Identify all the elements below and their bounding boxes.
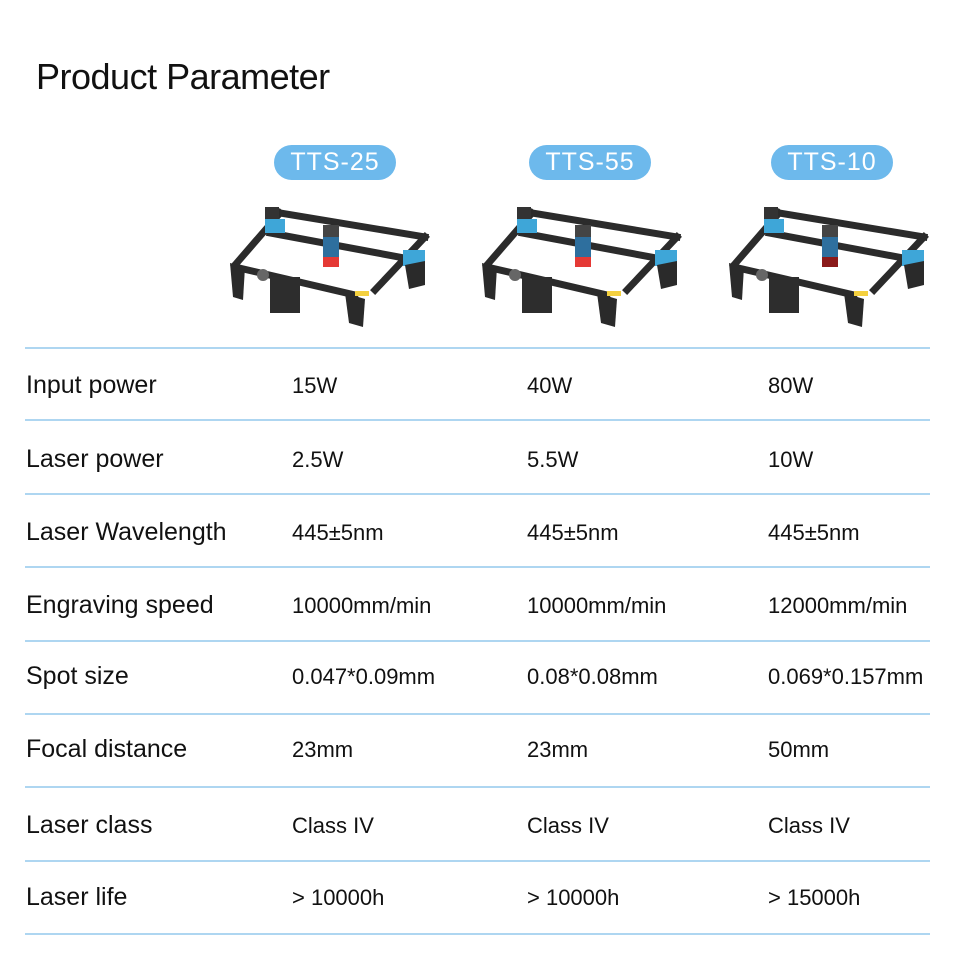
table-row: Laser class Class IV Class IV Class IV xyxy=(0,811,960,851)
row-divider xyxy=(25,786,930,788)
parameter-value: 0.08*0.08mm xyxy=(527,664,658,689)
parameter-value: Class IV xyxy=(292,813,374,838)
table-row: Laser life > 10000h > 10000h > 15000h xyxy=(0,883,960,923)
model-badge-tts-10: TTS-10 xyxy=(771,145,893,180)
row-divider xyxy=(25,713,930,715)
parameter-label: Spot size xyxy=(26,662,129,690)
parameter-value: 12000mm/min xyxy=(768,593,908,618)
row-divider xyxy=(25,419,930,421)
laser-engraver-image xyxy=(477,195,692,335)
parameter-value: 10W xyxy=(768,447,814,472)
parameter-value: 5.5W xyxy=(527,447,579,472)
parameter-label: Laser Wavelength xyxy=(26,518,227,546)
table-row: Engraving speed 10000mm/min 10000mm/min 120… xyxy=(0,591,960,631)
parameter-value: 10000mm/min xyxy=(527,593,667,618)
table-row: Focal distance 23mm 23mm 50mm xyxy=(0,735,960,775)
parameter-value: 445±5nm xyxy=(292,520,384,545)
model-badge-tts-25: TTS-25 xyxy=(274,145,396,180)
laser-engraver-image xyxy=(724,195,939,335)
parameter-value: Class IV xyxy=(527,813,609,838)
parameter-value: > 10000h xyxy=(527,885,620,910)
page-title: Product Parameter xyxy=(36,56,330,97)
parameter-value: 2.5W xyxy=(292,447,344,472)
row-divider xyxy=(25,640,930,642)
parameter-value: 0.069*0.157mm xyxy=(768,664,924,689)
parameter-label: Engraving speed xyxy=(26,591,214,619)
parameter-value: 80W xyxy=(768,373,814,398)
model-badge-tts-55: TTS-55 xyxy=(529,145,651,180)
parameter-value: 10000mm/min xyxy=(292,593,432,618)
table-row: Input power 15W 40W 80W xyxy=(0,371,960,411)
parameter-value: > 15000h xyxy=(768,885,861,910)
parameter-value: 40W xyxy=(527,373,573,398)
row-divider xyxy=(25,566,930,568)
parameter-value: 445±5nm xyxy=(527,520,619,545)
parameter-label: Focal distance xyxy=(26,735,188,763)
row-divider xyxy=(25,933,930,935)
parameter-value: 0.047*0.09mm xyxy=(292,664,436,689)
parameter-value: > 10000h xyxy=(292,885,385,910)
table-row: Spot size 0.047*0.09mm 0.08*0.08mm 0.069*0.… xyxy=(0,662,960,702)
parameter-value: 23mm xyxy=(292,737,354,762)
parameter-label: Laser life xyxy=(26,883,128,911)
parameter-value: 445±5nm xyxy=(768,520,860,545)
row-divider xyxy=(25,493,930,495)
laser-engraver-image xyxy=(225,195,440,335)
row-divider xyxy=(25,860,930,862)
table-row: Laser power 2.5W 5.5W 10W xyxy=(0,445,960,485)
table-row: Laser Wavelength 445±5nm 445±5nm 445±5nm xyxy=(0,518,960,558)
parameter-value: 23mm xyxy=(527,737,589,762)
parameter-label: Laser class xyxy=(26,811,153,839)
parameter-value: 15W xyxy=(292,373,338,398)
parameter-value: Class IV xyxy=(768,813,850,838)
parameter-label: Laser power xyxy=(26,445,164,473)
parameter-label: Input power xyxy=(26,371,157,399)
row-divider xyxy=(25,347,930,349)
parameter-value: 50mm xyxy=(768,737,830,762)
